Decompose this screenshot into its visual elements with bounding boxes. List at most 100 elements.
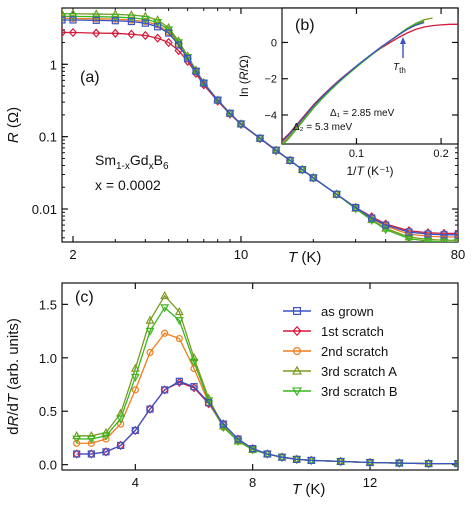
data-point-1st-scratch (175, 377, 184, 388)
data-point-as-grown (161, 386, 169, 394)
legend-marker-3rd-scratch-A (292, 365, 302, 375)
formula-label: Sm1-xGdxB6 (95, 152, 169, 172)
data-point-as-grown (234, 435, 242, 443)
x-axis-label: T (K) (288, 249, 321, 266)
data-point-2nd-scratch (175, 334, 183, 343)
data-point-as-grown (214, 96, 222, 104)
data-point-as-grown (205, 399, 213, 407)
data-point-as-grown (192, 67, 200, 75)
data-point-3rd-scratch-A (160, 290, 170, 300)
data-point-as-grown (127, 17, 136, 26)
legend: as grown 1st scratch 2nd scratch 3rd scratc… (283, 304, 398, 399)
x-tick-label: 80 (451, 247, 465, 262)
data-point-1st-scratch (92, 28, 101, 38)
data-point-as-grown (73, 450, 81, 458)
data-point-as-grown (440, 231, 448, 239)
legend-marker-2nd-scratch (293, 347, 302, 356)
data-point-as-grown (226, 109, 234, 117)
data-point-as-grown (62, 16, 66, 24)
data-point-3rd-scratch-B (153, 19, 163, 28)
data-point-3rd-scratch-B (248, 446, 258, 455)
data-point-as-grown (382, 221, 390, 229)
legend-label-1st-scratch: 1st scratch (321, 324, 384, 339)
data-point-2nd-scratch (161, 329, 169, 337)
data-point-3rd-scratch-A (404, 232, 414, 241)
plot-frame (281, 7, 459, 145)
series-line-as-grown (76, 380, 458, 465)
data-point-1st-scratch (153, 33, 162, 43)
data-point-1st-scratch (111, 28, 120, 38)
data-point-3rd-scratch-B (404, 235, 414, 242)
data-point-as-grown (395, 459, 403, 467)
data-point-as-grown (425, 459, 433, 468)
x-tick-label: 0.2 (433, 148, 448, 160)
data-point-1st-scratch (145, 404, 155, 414)
data-point-3rd-scratch-B (174, 317, 184, 326)
data-point-as-grown (352, 203, 360, 212)
data-point-as-grown (111, 17, 119, 25)
y-tick-label: 0.5 (39, 404, 57, 419)
y-tick-label: 0.1 (39, 130, 57, 145)
data-point-as-grown (146, 405, 154, 413)
data-point-as-grown (175, 377, 183, 385)
legend-marker-as-grown (293, 307, 302, 316)
data-point-as-grown (278, 453, 286, 461)
x-axis-label: T (K) (292, 481, 325, 498)
data-point-as-grown (69, 16, 77, 24)
legend-label-3rd-scratch-B: 3rd scratch B (321, 384, 398, 399)
data-point-2nd-scratch (117, 420, 125, 428)
data-point-as-grown (366, 458, 374, 467)
x-tick-label: 4 (132, 475, 139, 490)
x-axis-label: 1/T (K⁻¹) (346, 164, 393, 178)
data-point-as-grown (368, 214, 376, 222)
y-tick-label: 1.0 (39, 351, 57, 366)
legend-label-3rd-scratch-A: 3rd scratch A (321, 364, 397, 379)
panel-b-inset-plot: 0.1 0.2 −4 −2 0 1/T (K⁻¹) ln (R/Ω) (b) (237, 7, 459, 178)
legend-marker-3rd-scratch-B (292, 387, 302, 397)
y-tick-label: 1.5 (39, 297, 57, 312)
y-tick-label: 0 (271, 37, 277, 49)
data-point-as-grown (190, 383, 198, 391)
data-point-3rd-scratch-B (145, 327, 155, 336)
data-point-as-grown (174, 41, 183, 49)
data-point-as-grown (200, 79, 208, 87)
panel-label: (b) (295, 17, 315, 34)
data-point-as-grown (165, 29, 173, 37)
data-point-1st-scratch (72, 449, 81, 459)
x-tick-label: 0.1 (349, 148, 364, 160)
y-tick-label: 0.0 (39, 458, 57, 473)
data-point-as-grown (293, 455, 301, 463)
legend-label-as-grown: as grown (321, 304, 374, 319)
series-line-as-grown (282, 21, 425, 142)
panel-c-plot: 4 8 12 0.0 0.5 1.0 1.5 T (K) dR/dT (arb. units) (… (5, 282, 459, 498)
data-point-as-grown (286, 156, 294, 164)
data-point-2nd-scratch (73, 439, 81, 447)
data-point-as-grown (184, 54, 192, 63)
data-point-as-grown (102, 448, 110, 456)
y-axis-label: ln (R/Ω) (237, 55, 251, 97)
data-point-1st-scratch (116, 440, 125, 451)
data-point-3rd-scratch-A (130, 363, 140, 372)
data-point-3rd-scratch-B (116, 415, 126, 424)
legend-label-2nd-scratch: 2nd scratch (321, 344, 388, 359)
data-point-1st-scratch (131, 425, 140, 436)
data-point-as-grown (154, 23, 162, 31)
data-point-3rd-scratch-B (423, 237, 433, 242)
delta2-label: Δ₂ = 5.3 meV (293, 122, 353, 133)
data-point-3rd-scratch-B (189, 358, 199, 367)
data-point-as-grown (256, 134, 264, 142)
x-tick-label: 10 (234, 247, 248, 262)
data-point-1st-scratch (87, 449, 96, 459)
data-point-3rd-scratch-B (72, 435, 82, 444)
x-tick-label: 12 (363, 475, 377, 490)
data-point-as-grown (237, 120, 245, 128)
y-tick-label: 0.01 (32, 202, 57, 217)
data-point-1st-scratch (233, 434, 243, 444)
data-point-as-grown (307, 456, 315, 464)
data-point-2nd-scratch (87, 439, 95, 447)
data-point-as-grown (131, 426, 139, 435)
data-point-1st-scratch (127, 29, 136, 39)
data-point-as-grown (309, 174, 317, 182)
data-point-3rd-scratch-B (101, 432, 111, 441)
data-point-as-grown (87, 450, 95, 458)
